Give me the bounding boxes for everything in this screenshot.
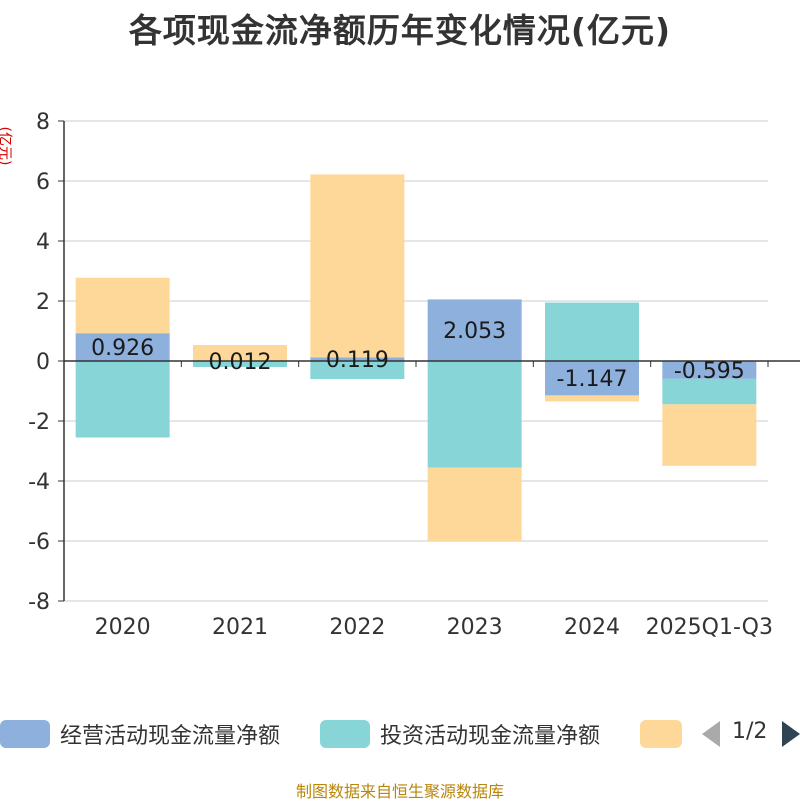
y-tick-label: -2: [28, 410, 50, 435]
bar-series-1-2025Q1-Q3: [662, 361, 757, 379]
y-tick-label: 6: [36, 170, 50, 195]
chevron-left-icon[interactable]: [702, 721, 720, 747]
x-tick-label: 2021: [212, 615, 268, 640]
data-label: 0.119: [326, 348, 389, 373]
y-tick-label: 2: [36, 290, 50, 315]
bar-series-2-2022: [310, 361, 405, 379]
y-tick-label: -6: [28, 530, 50, 555]
bar-series-1-2022: [310, 357, 405, 361]
bar-series-1-2023: [427, 299, 522, 361]
data-label: 0.926: [91, 336, 154, 361]
legend-label-investing: 投资活动现金流量净额: [380, 724, 601, 749]
bar-series-2-2025Q1-Q3: [662, 378, 757, 405]
legend-item-financing[interactable]: [640, 716, 682, 752]
bar-series-1-2024: [545, 361, 639, 396]
data-label: -0.595: [674, 359, 745, 384]
x-tick-label: 2023: [447, 615, 503, 640]
legend-item-operating[interactable]: 经营活动现金流量净额: [0, 716, 280, 752]
data-label: -1.147: [557, 367, 628, 392]
legend-item-investing[interactable]: 投资活动现金流量净额: [320, 716, 600, 752]
bar-series-3-2023: [427, 467, 522, 541]
legend-pager: 1/2: [700, 716, 800, 752]
bar-series-3-2025Q1-Q3: [662, 404, 757, 466]
bar-series-1-2020: [75, 333, 170, 361]
data-label: 2.053: [443, 319, 506, 344]
legend-swatch-investing: [320, 720, 370, 748]
x-tick-label: 2024: [564, 615, 620, 640]
stacked-bar-chart: 8 6 4 2 0 -2 -4 -6 -8 2020 2021 2022 2023 2024 2025Q1-…: [28, 110, 800, 640]
bar-series-3-2020: [75, 277, 170, 334]
x-tick-label: 2025Q1-Q3: [646, 615, 773, 640]
bar-series-2-2023: [427, 361, 522, 468]
y-tick-label: -8: [28, 590, 50, 615]
bar-series-2-2021: [193, 361, 287, 367]
legend-label-operating: 经营活动现金流量净额: [60, 724, 281, 749]
y-tick-label: 8: [36, 110, 50, 135]
y-tick-label: 0: [36, 350, 50, 375]
data-source-footer: 制图数据来自恒生聚源数据库: [295, 782, 504, 801]
chevron-right-icon[interactable]: [782, 721, 800, 747]
legend-swatch-operating: [0, 720, 50, 748]
bar-series-3-2021: [193, 345, 287, 361]
legend: 经营活动现金流量净额 投资活动现金流量净额: [0, 716, 800, 752]
bar-series-3-2022: [310, 174, 405, 358]
legend-page-indicator: 1/2: [732, 719, 768, 744]
x-tick-label: 2020: [95, 615, 151, 640]
y-tick-label: 4: [36, 230, 50, 255]
bar-series-3-2024: [545, 395, 639, 402]
x-tick-label: 2022: [329, 615, 385, 640]
data-label: 0.012: [209, 350, 272, 375]
y-tick-label: -4: [28, 470, 50, 495]
bar-series-2-2020: [75, 361, 170, 438]
legend-swatch-financing: [640, 720, 682, 748]
chart-title: 各项现金流净额历年变化情况(亿元): [128, 11, 672, 50]
bar-series-2-2024: [545, 302, 639, 361]
